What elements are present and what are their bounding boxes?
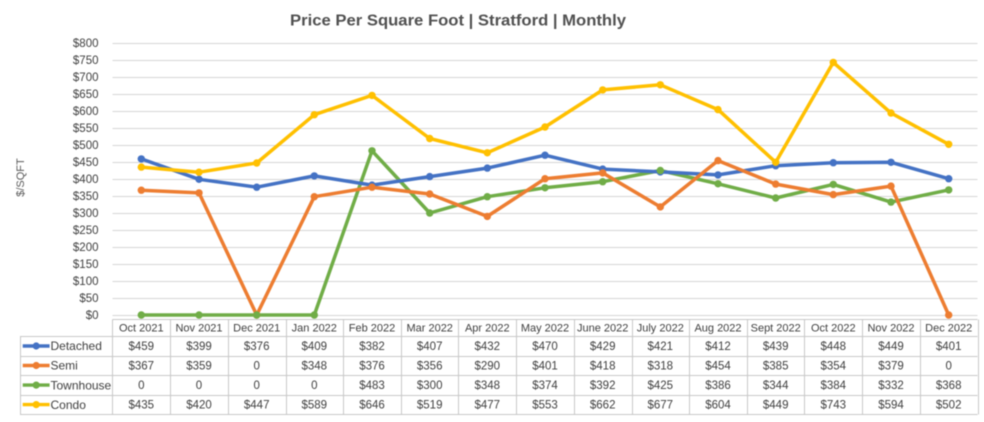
svg-text:0: 0 [196, 380, 202, 392]
svg-text:$350: $350 [73, 191, 99, 203]
svg-text:$382: $382 [359, 341, 385, 353]
svg-text:$553: $553 [532, 400, 558, 412]
svg-text:$432: $432 [475, 341, 501, 353]
svg-text:$150: $150 [73, 259, 99, 271]
svg-text:Apr 2022: Apr 2022 [465, 322, 510, 334]
svg-text:$318: $318 [648, 360, 674, 372]
svg-text:$200: $200 [73, 242, 99, 254]
svg-text:$519: $519 [417, 400, 443, 412]
svg-text:Detached: Detached [51, 339, 102, 353]
svg-text:$470: $470 [532, 341, 558, 353]
svg-text:$483: $483 [359, 380, 385, 392]
svg-text:$374: $374 [532, 380, 558, 392]
svg-text:$550: $550 [73, 123, 99, 135]
svg-text:$743: $743 [821, 400, 847, 412]
svg-text:$439: $439 [763, 341, 789, 353]
svg-text:$420: $420 [186, 400, 212, 412]
svg-text:Feb 2022: Feb 2022 [349, 322, 395, 334]
svg-text:$50: $50 [79, 293, 98, 305]
svg-text:$435: $435 [129, 400, 155, 412]
svg-text:$407: $407 [417, 341, 443, 353]
svg-text:$250: $250 [73, 225, 99, 237]
svg-text:$385: $385 [763, 360, 789, 372]
svg-text:$376: $376 [359, 360, 385, 372]
svg-text:$386: $386 [705, 380, 731, 392]
svg-text:$604: $604 [705, 400, 731, 412]
svg-text:$500: $500 [73, 140, 99, 152]
svg-text:June 2022: June 2022 [577, 322, 628, 334]
svg-text:$448: $448 [821, 341, 847, 353]
svg-text:$368: $368 [936, 380, 962, 392]
svg-text:$700: $700 [73, 72, 99, 84]
svg-text:$412: $412 [705, 341, 731, 353]
svg-text:Aug 2022: Aug 2022 [694, 322, 741, 334]
svg-text:$600: $600 [73, 106, 99, 118]
svg-text:$359: $359 [186, 360, 212, 372]
svg-text:$290: $290 [475, 360, 501, 372]
svg-text:$421: $421 [648, 341, 674, 353]
svg-text:$750: $750 [73, 55, 99, 67]
svg-text:Nov 2021: Nov 2021 [175, 322, 222, 334]
svg-text:$449: $449 [878, 341, 904, 353]
svg-text:$662: $662 [590, 400, 616, 412]
svg-text:$646: $646 [359, 400, 385, 412]
svg-text:Price Per Square Foot | Stratf: Price Per Square Foot | Stratford | Mont… [290, 13, 626, 30]
svg-text:Mar 2022: Mar 2022 [406, 322, 452, 334]
svg-text:$447: $447 [244, 400, 270, 412]
svg-text:Dec 2022: Dec 2022 [925, 322, 972, 334]
svg-text:$344: $344 [763, 380, 789, 392]
svg-text:$650: $650 [73, 89, 99, 101]
svg-text:0: 0 [138, 380, 144, 392]
svg-text:Semi: Semi [51, 359, 78, 373]
svg-text:$379: $379 [878, 360, 904, 372]
svg-text:$392: $392 [590, 380, 616, 392]
svg-text:July 2022: July 2022 [637, 322, 684, 334]
svg-text:$594: $594 [878, 400, 904, 412]
svg-text:Jan 2022: Jan 2022 [292, 322, 337, 334]
svg-text:Nov 2022: Nov 2022 [867, 322, 914, 334]
svg-text:$454: $454 [705, 360, 731, 372]
svg-text:Oct 2021: Oct 2021 [119, 322, 164, 334]
svg-text:$450: $450 [73, 157, 99, 169]
svg-text:$0: $0 [86, 310, 99, 322]
svg-text:$356: $356 [417, 360, 443, 372]
svg-text:$384: $384 [821, 380, 847, 392]
svg-text:$332: $332 [878, 380, 904, 392]
svg-text:$589: $589 [302, 400, 328, 412]
svg-text:0: 0 [945, 360, 951, 372]
svg-text:$376: $376 [244, 341, 270, 353]
svg-text:$/SQFT: $/SQFT [15, 158, 27, 197]
svg-text:Condo: Condo [51, 398, 87, 412]
svg-text:$399: $399 [186, 341, 212, 353]
svg-text:$354: $354 [821, 360, 847, 372]
svg-text:$459: $459 [129, 341, 155, 353]
svg-text:Oct 2022: Oct 2022 [811, 322, 856, 334]
svg-text:$449: $449 [763, 400, 789, 412]
svg-text:$367: $367 [129, 360, 155, 372]
svg-text:0: 0 [253, 360, 259, 372]
svg-text:$300: $300 [73, 208, 99, 220]
svg-text:$800: $800 [73, 38, 99, 50]
svg-text:$400: $400 [73, 174, 99, 186]
svg-text:$677: $677 [648, 400, 674, 412]
svg-text:$100: $100 [73, 276, 99, 288]
svg-text:Sept 2022: Sept 2022 [751, 322, 801, 334]
svg-text:Dec 2021: Dec 2021 [233, 322, 280, 334]
svg-text:Townhouse: Townhouse [51, 378, 112, 392]
svg-text:$401: $401 [532, 360, 558, 372]
svg-text:$502: $502 [936, 400, 962, 412]
svg-text:$409: $409 [302, 341, 328, 353]
svg-text:$348: $348 [302, 360, 328, 372]
svg-text:0: 0 [311, 380, 317, 392]
svg-text:$418: $418 [590, 360, 616, 372]
svg-text:$425: $425 [648, 380, 674, 392]
svg-text:May 2022: May 2022 [521, 322, 569, 334]
svg-text:$401: $401 [936, 341, 962, 353]
svg-text:$477: $477 [475, 400, 501, 412]
svg-text:$429: $429 [590, 341, 616, 353]
svg-text:0: 0 [253, 380, 259, 392]
svg-text:$348: $348 [475, 380, 501, 392]
svg-text:$300: $300 [417, 380, 443, 392]
